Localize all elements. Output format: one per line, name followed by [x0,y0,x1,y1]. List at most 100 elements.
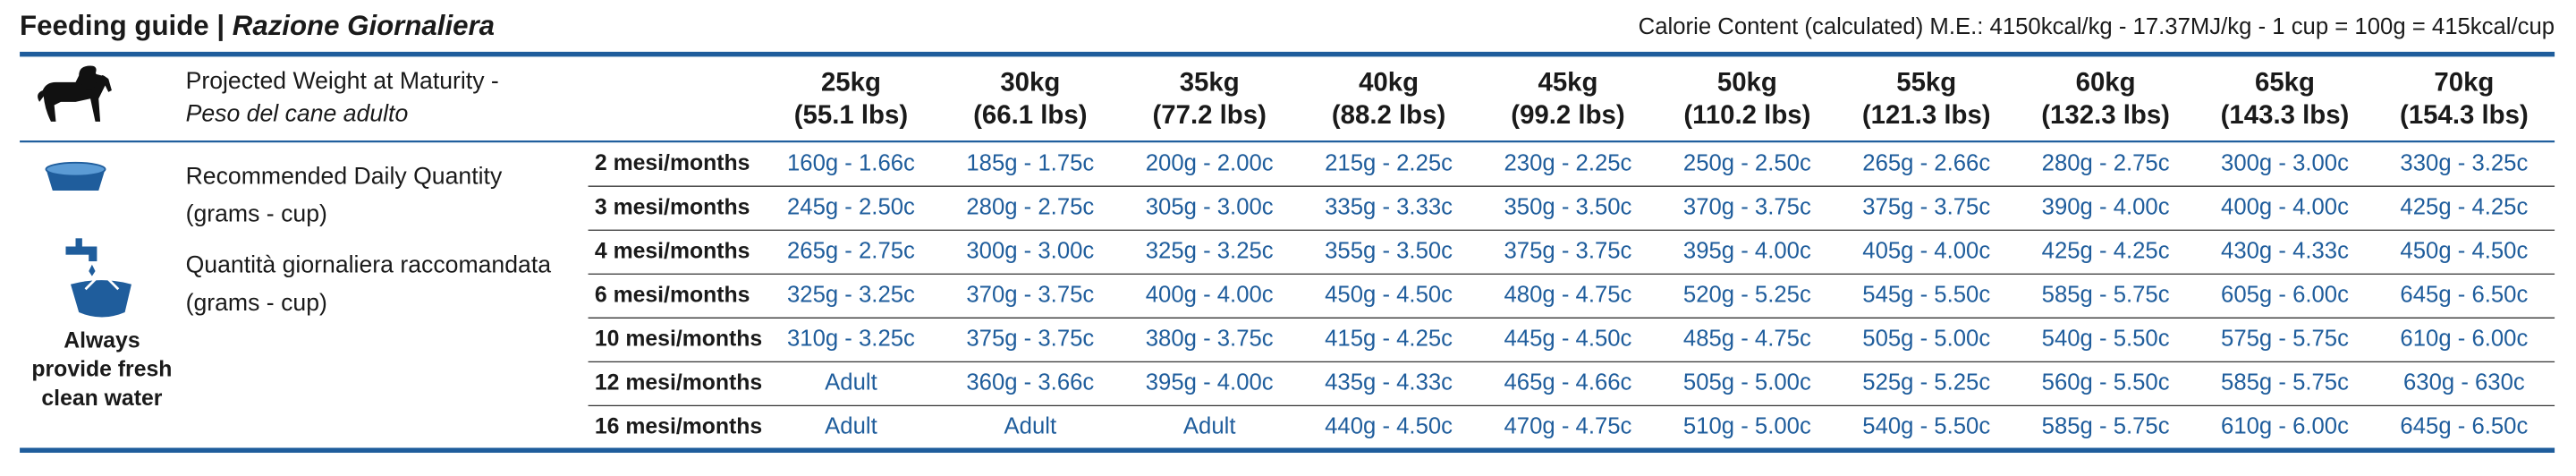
cell: 585g - 5.75c [2221,370,2349,395]
column-kg: 30kg [1000,67,1060,97]
cell: 430g - 4.33c [2221,239,2349,264]
cell: 645g - 6.50c [2400,283,2528,308]
cell: 375g - 3.75c [1504,239,1632,264]
cell: 485g - 4.75c [1683,327,1811,352]
cell: 610g - 6.00c [2400,327,2528,352]
column-kg: 40kg [1359,67,1419,97]
column-lbs: (88.2 lbs) [1332,100,1445,130]
cell: 375g - 3.75c [966,327,1094,352]
cell: 330g - 3.25c [2400,150,2528,175]
cell: 325g - 3.25c [787,283,915,308]
column-lbs: (110.2 lbs) [1683,100,1810,130]
column-lbs: (99.2 lbs) [1511,100,1624,130]
quantity-label: (grams - cup) [186,289,327,316]
cell: 425g - 4.25c [2400,195,2528,220]
water-note-line: clean water [41,387,162,411]
cell: 325g - 3.25c [1146,239,1274,264]
quantity-label: Quantità giornaliera raccomandata [186,251,552,278]
cell: 395g - 4.00c [1683,239,1811,264]
cell: 200g - 2.00c [1146,150,1274,175]
water-icon [65,238,131,318]
column-kg: 60kg [2076,67,2136,97]
quantity-label: (grams - cup) [186,200,327,227]
row-age: 2 mesi/months [595,151,750,175]
cell: 185g - 1.75c [966,150,1094,175]
row-age: 3 mesi/months [595,195,750,219]
cell: 215g - 2.25c [1325,150,1453,175]
cell: 465g - 4.66c [1504,370,1632,395]
cell: Adult [825,370,877,395]
dog-icon [38,65,112,122]
cell: 230g - 2.25c [1504,150,1632,175]
cell: 405g - 4.00c [1862,239,1990,264]
cell: 400g - 4.00c [1146,283,1274,308]
cell: 350g - 3.50c [1504,195,1632,220]
weight-label: Projected Weight at Maturity - [186,67,499,94]
calorie-content: Calorie Content (calculated) M.E.: 4150k… [1639,14,2555,39]
cell: Adult [1004,414,1057,439]
cell: 525g - 5.25c [1862,370,1990,395]
cell: 440g - 4.50c [1325,414,1453,439]
cell: 280g - 2.75c [2042,150,2170,175]
cell: 520g - 5.25c [1683,283,1811,308]
cell: Adult [1183,414,1236,439]
title-en: Feeding guide [20,10,209,41]
row-age: 6 mesi/months [595,283,750,307]
column-lbs: (55.1 lbs) [794,100,908,130]
cell: 415g - 4.25c [1325,327,1453,352]
cell: 445g - 4.50c [1504,327,1632,352]
cell: 585g - 5.75c [2042,414,2170,439]
cell: 245g - 2.50c [787,195,915,220]
column-lbs: (143.3 lbs) [2221,100,2350,130]
cell: 425g - 4.25c [2042,239,2170,264]
column-lbs: (132.3 lbs) [2041,100,2170,130]
column-kg: 65kg [2255,67,2315,97]
column-kg: 55kg [1896,67,1956,97]
cell: 375g - 3.75c [1862,195,1990,220]
cell: 370g - 3.75c [966,283,1094,308]
weight-label-it: Peso del cane adulto [186,100,409,127]
water-note: Always provide fresh clean water [31,329,172,411]
cell: 575g - 5.75c [2221,327,2349,352]
row-age: 10 mesi/months [595,327,762,351]
column-kg: 25kg [821,67,881,97]
cell: 505g - 5.00c [1683,370,1811,395]
separator: | [216,10,225,41]
cell: 560g - 5.50c [2042,370,2170,395]
cell: 265g - 2.75c [787,239,915,264]
cell: 250g - 2.50c [1683,150,1811,175]
cell: 280g - 2.75c [966,195,1094,220]
cell: 450g - 4.50c [2400,239,2528,264]
quantity-labels: Recommended Daily Quantity (grams - cup) Q… [186,162,552,315]
cell: 355g - 3.50c [1325,239,1453,264]
cell: 370g - 3.75c [1683,195,1811,220]
cell: 645g - 6.50c [2400,414,2528,439]
column-lbs: (66.1 lbs) [973,100,1087,130]
cell: 450g - 4.50c [1325,283,1453,308]
cell: 300g - 3.00c [2221,150,2349,175]
cell: 585g - 5.75c [2042,283,2170,308]
cell: 540g - 5.50c [2042,327,2170,352]
cell: 300g - 3.00c [966,239,1094,264]
row-age: 16 mesi/months [595,414,762,438]
column-kg: 45kg [1538,67,1597,97]
cell: 305g - 3.00c [1146,195,1274,220]
column-lbs: (154.3 lbs) [2400,100,2529,130]
cell: 400g - 4.00c [2221,195,2349,220]
bottom-rule [20,447,2555,454]
cell: 610g - 6.00c [2221,414,2349,439]
cell: 265g - 2.66c [1862,150,1990,175]
cell: 545g - 5.50c [1862,283,1990,308]
cell: 380g - 3.75c [1146,327,1274,352]
cell: 510g - 5.00c [1683,414,1811,439]
top-rule [20,51,2555,57]
column-lbs: (121.3 lbs) [1862,100,1991,130]
cell: 540g - 5.50c [1862,414,1990,439]
column-kg: 35kg [1180,67,1240,97]
row-age: 12 mesi/months [595,370,762,395]
cell: Adult [825,414,877,439]
cell: 160g - 1.66c [787,150,915,175]
column-lbs: (77.2 lbs) [1153,100,1267,130]
water-note-line: Always [64,329,140,353]
